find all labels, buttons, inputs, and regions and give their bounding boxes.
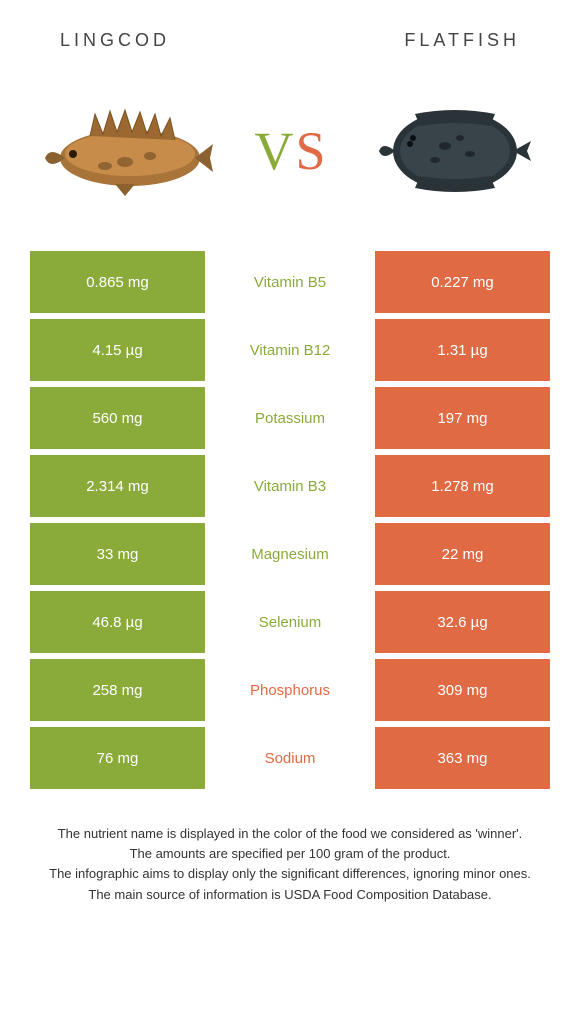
value-left: 46.8 µg xyxy=(30,591,205,653)
value-left: 76 mg xyxy=(30,727,205,789)
vs-v: V xyxy=(254,120,293,182)
table-row: 76 mgSodium363 mg xyxy=(30,727,550,789)
vs-s: S xyxy=(295,120,325,182)
value-right: 309 mg xyxy=(375,659,550,721)
value-left: 258 mg xyxy=(30,659,205,721)
title-right: Flatfish xyxy=(404,30,520,51)
table-row: 560 mgPotassium197 mg xyxy=(30,387,550,449)
table-row: 4.15 µgVitamin B121.31 µg xyxy=(30,319,550,381)
table-row: 0.865 mgVitamin B50.227 mg xyxy=(30,251,550,313)
nutrient-label: Vitamin B3 xyxy=(205,455,375,517)
value-right: 363 mg xyxy=(375,727,550,789)
table-row: 2.314 mgVitamin B31.278 mg xyxy=(30,455,550,517)
table-row: 46.8 µgSelenium32.6 µg xyxy=(30,591,550,653)
table-row: 258 mgPhosphorus309 mg xyxy=(30,659,550,721)
title-left: Lingcod xyxy=(60,30,170,51)
value-left: 2.314 mg xyxy=(30,455,205,517)
footer-line-4: The main source of information is USDA F… xyxy=(20,886,560,904)
value-right: 0.227 mg xyxy=(375,251,550,313)
value-left: 4.15 µg xyxy=(30,319,205,381)
footer-line-3: The infographic aims to display only the… xyxy=(20,865,560,883)
nutrient-table: 0.865 mgVitamin B50.227 mg4.15 µgVitamin… xyxy=(0,251,580,789)
value-right: 1.31 µg xyxy=(375,319,550,381)
header: Lingcod Flatfish xyxy=(0,0,580,61)
nutrient-label: Magnesium xyxy=(205,523,375,585)
value-left: 560 mg xyxy=(30,387,205,449)
lingcod-image xyxy=(30,76,220,226)
footer-line-2: The amounts are specified per 100 gram o… xyxy=(20,845,560,863)
nutrient-label: Selenium xyxy=(205,591,375,653)
flatfish-image xyxy=(360,76,550,226)
value-right: 22 mg xyxy=(375,523,550,585)
value-right: 197 mg xyxy=(375,387,550,449)
table-row: 33 mgMagnesium22 mg xyxy=(30,523,550,585)
nutrient-label: Potassium xyxy=(205,387,375,449)
nutrient-label: Sodium xyxy=(205,727,375,789)
value-left: 0.865 mg xyxy=(30,251,205,313)
footer-notes: The nutrient name is displayed in the co… xyxy=(0,795,580,904)
nutrient-label: Phosphorus xyxy=(205,659,375,721)
value-left: 33 mg xyxy=(30,523,205,585)
value-right: 1.278 mg xyxy=(375,455,550,517)
nutrient-label: Vitamin B12 xyxy=(205,319,375,381)
value-right: 32.6 µg xyxy=(375,591,550,653)
footer-line-1: The nutrient name is displayed in the co… xyxy=(20,825,560,843)
nutrient-label: Vitamin B5 xyxy=(205,251,375,313)
images-row: VS xyxy=(0,61,580,251)
vs-label: VS xyxy=(254,120,325,182)
